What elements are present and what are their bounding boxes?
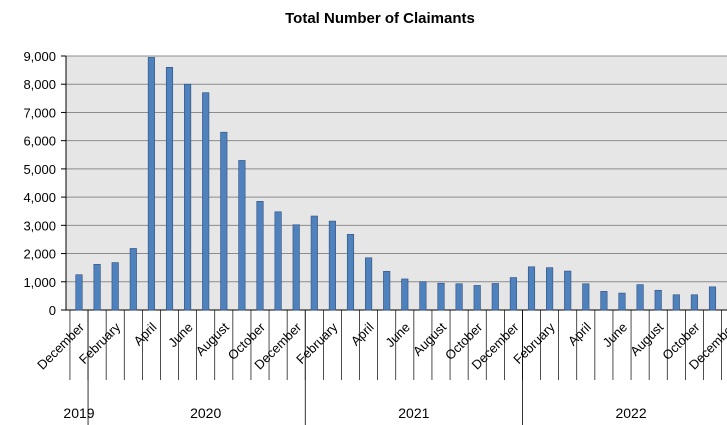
y-tick-label: 9,000	[23, 49, 56, 64]
year-label: 2022	[615, 405, 646, 421]
bar	[129, 248, 137, 311]
y-tick-label: 2,000	[23, 247, 56, 262]
bar	[654, 289, 662, 311]
bar	[564, 270, 572, 311]
bar	[419, 281, 427, 311]
x-tick-label: December	[34, 319, 87, 372]
bar	[75, 274, 83, 311]
bar	[708, 286, 717, 311]
bar	[473, 285, 481, 311]
bar	[582, 283, 590, 311]
bar	[636, 284, 644, 311]
x-tick-label: April	[565, 319, 594, 348]
bar	[437, 282, 445, 311]
bar	[672, 294, 680, 311]
y-tick-label: 3,000	[23, 218, 56, 233]
y-tick-label: 8,000	[23, 77, 56, 92]
y-tick-label: 1,000	[23, 275, 56, 290]
bar	[165, 66, 174, 311]
bar	[509, 277, 517, 311]
y-tick-label: 5,000	[23, 162, 56, 177]
y-tick-label: 4,000	[23, 190, 56, 205]
bar	[256, 201, 264, 311]
year-label: 2021	[398, 405, 429, 421]
bar	[238, 160, 246, 311]
bar	[600, 291, 608, 311]
bar	[147, 57, 155, 311]
bar	[274, 211, 282, 311]
bar	[310, 215, 318, 311]
bar	[220, 131, 228, 311]
y-tick-label: 0	[49, 303, 56, 318]
bar	[383, 271, 391, 311]
bar	[455, 283, 463, 311]
bar	[365, 257, 373, 311]
bar	[202, 92, 210, 311]
bar	[618, 292, 626, 311]
chart-title: Total Number of Claimants	[285, 10, 475, 27]
bar	[401, 278, 409, 311]
x-tick-label: June	[165, 320, 196, 351]
x-tick-label: April	[348, 319, 377, 348]
year-label: 2020	[190, 405, 221, 421]
bar	[527, 266, 536, 311]
bar	[292, 224, 300, 311]
x-tick-label: June	[382, 320, 413, 351]
plot-area: 0 1,000 2,000 3,000 4,000 5,000 6,000 7,000 8,00…	[23, 49, 727, 425]
bar	[93, 263, 101, 311]
bar	[346, 234, 355, 311]
bar	[690, 294, 698, 311]
bar	[184, 83, 192, 311]
year-label: 2019	[63, 405, 94, 421]
bar	[546, 267, 554, 311]
y-tick-label: 6,000	[23, 134, 56, 149]
bar	[111, 262, 119, 311]
plot-background	[66, 56, 727, 310]
y-tick-label: 7,000	[23, 105, 56, 120]
bar	[491, 283, 499, 311]
x-tick-label: June	[600, 320, 631, 351]
bar	[328, 220, 336, 311]
x-tick-label: April	[131, 319, 160, 348]
